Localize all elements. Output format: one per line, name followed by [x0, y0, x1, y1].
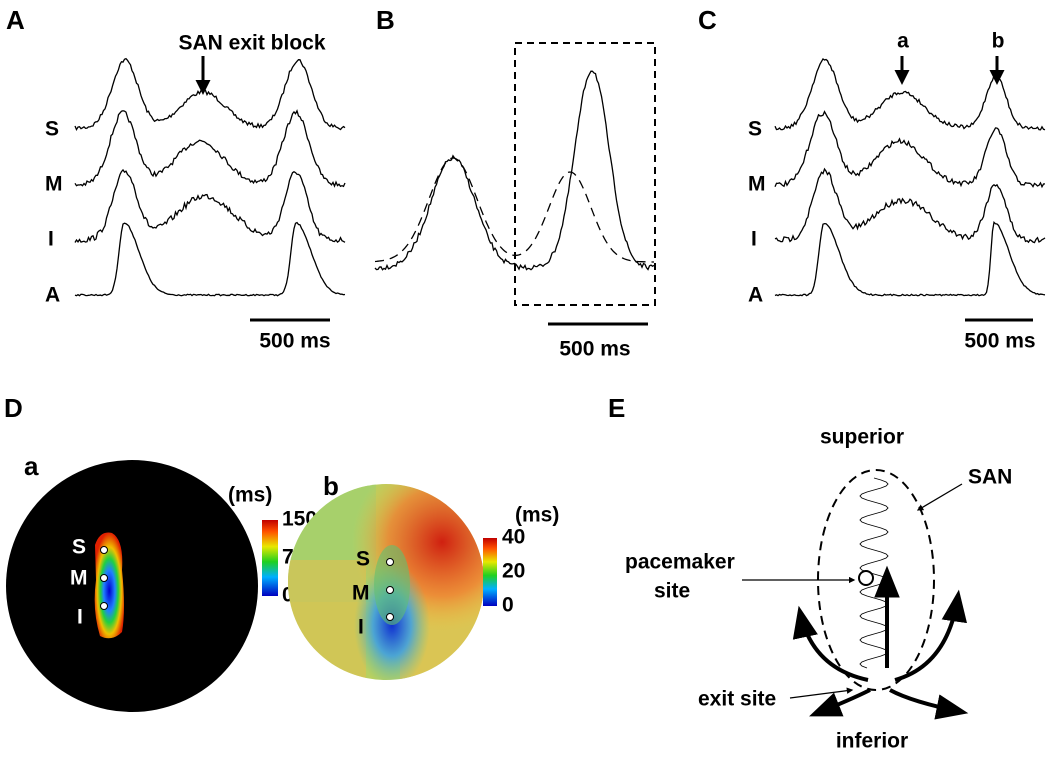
- site: [386, 613, 394, 621]
- trace: [774, 57, 1046, 131]
- marker-label: b: [992, 30, 1005, 53]
- scale-label: 500 ms: [259, 330, 330, 353]
- exit-arrow: [894, 589, 967, 682]
- pointer: [789, 687, 854, 699]
- fit-trace: [374, 157, 654, 263]
- superior-label: superior: [820, 426, 904, 449]
- exit-arrow: [792, 605, 869, 682]
- trace: [74, 168, 346, 244]
- activation-strip: [94, 532, 124, 639]
- trace: [74, 109, 346, 188]
- site-label: I: [358, 616, 364, 639]
- trace-label: M: [45, 173, 63, 196]
- map-a: [6, 460, 258, 712]
- site-label: M: [70, 567, 88, 590]
- trace-label: A: [45, 284, 60, 307]
- colorbar: [483, 538, 497, 606]
- panel-label: C: [698, 5, 717, 35]
- exit-arrow: [809, 688, 871, 717]
- trace: [74, 221, 346, 297]
- site-label: S: [72, 536, 86, 559]
- unit: (ms): [228, 484, 272, 507]
- map-label: b: [323, 471, 339, 501]
- trace: [774, 220, 1046, 297]
- trace-label: S: [45, 118, 59, 141]
- inferior-label: inferior: [836, 730, 908, 753]
- trace-label: S: [748, 118, 762, 141]
- colorbar-tick: 0: [282, 584, 294, 607]
- panel-label: B: [376, 5, 395, 35]
- site: [386, 586, 394, 594]
- colorbar-tick: 20: [502, 560, 525, 583]
- site: [386, 558, 394, 566]
- map-label: a: [24, 451, 39, 481]
- exit-arrow: [889, 688, 969, 720]
- panel-label: A: [6, 5, 25, 35]
- trace: [74, 57, 346, 132]
- panel-label: D: [4, 393, 23, 423]
- site: [100, 602, 108, 610]
- trace: [774, 110, 1046, 189]
- colorbar-tick: 40: [502, 526, 525, 549]
- scale-label: 500 ms: [559, 338, 630, 361]
- trace-label: A: [748, 284, 763, 307]
- colorbar: [262, 520, 278, 596]
- pacemaker-label: pacemaker: [625, 551, 735, 574]
- map-b: [288, 484, 484, 680]
- pacemaker-label: site: [654, 580, 690, 603]
- site-label: M: [352, 582, 370, 605]
- trace: [374, 70, 655, 271]
- pacemaker-marker: [858, 570, 874, 586]
- unit: (ms): [515, 504, 559, 527]
- dashed-box: [514, 42, 656, 306]
- exit-label: exit site: [698, 688, 776, 711]
- annotation: SAN exit block: [178, 32, 325, 55]
- scale-label: 500 ms: [964, 330, 1035, 353]
- trace-label: M: [748, 173, 766, 196]
- site-label: S: [356, 548, 370, 571]
- marker-label: a: [897, 30, 909, 53]
- san-outline: [817, 469, 935, 691]
- site-label: I: [77, 606, 83, 629]
- pointer: [916, 483, 963, 511]
- site: [100, 546, 108, 554]
- panel-label: E: [608, 393, 625, 423]
- site: [100, 574, 108, 582]
- trace-label: I: [751, 228, 757, 251]
- trace: [774, 167, 1046, 244]
- trace-label: I: [48, 228, 54, 251]
- colorbar-tick: 0: [502, 594, 514, 617]
- san-label: SAN: [968, 466, 1012, 489]
